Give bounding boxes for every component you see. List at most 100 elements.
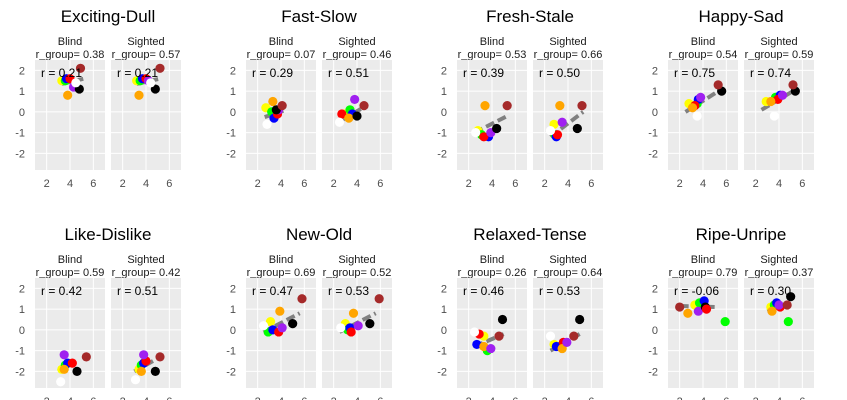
facet-label: Sighted	[338, 36, 375, 48]
data-point	[552, 130, 563, 140]
x-tick-label: 4	[67, 178, 73, 190]
data-point	[81, 352, 91, 362]
y-tick-label: 2	[19, 65, 25, 77]
y-tick-label: 0	[652, 325, 658, 337]
facet-r-group: r_group= 0.79	[669, 267, 738, 279]
data-point	[146, 78, 156, 88]
data-point	[713, 80, 723, 90]
facet-label: Sighted	[760, 36, 797, 48]
x-tick-label: 2	[542, 178, 548, 190]
data-point	[569, 331, 579, 341]
facet-label: Sighted	[549, 254, 586, 266]
y-tick-label: 1	[652, 86, 658, 98]
x-tick-label: 6	[377, 396, 383, 400]
data-point	[136, 366, 146, 376]
data-point	[344, 113, 354, 123]
x-tick-label: 4	[67, 396, 73, 400]
facet-label: Sighted	[338, 254, 375, 266]
y-tick-label: 1	[652, 304, 658, 316]
data-point	[350, 94, 360, 105]
data-point	[374, 294, 384, 304]
y-tick-label: -1	[15, 128, 25, 140]
data-point	[492, 123, 502, 134]
r-annotation: r = 0.47	[252, 284, 293, 298]
x-tick-label: 6	[90, 396, 96, 400]
y-tick-label: 1	[19, 86, 25, 98]
data-point	[486, 343, 496, 354]
data-point	[277, 101, 287, 111]
x-tick-label: 4	[700, 396, 706, 400]
x-tick-label: 4	[565, 178, 571, 190]
facet-label: Blind	[480, 36, 504, 48]
x-tick-label: 2	[120, 396, 126, 400]
data-point	[480, 101, 490, 111]
facet-label: Blind	[691, 36, 715, 48]
x-tick-label: 2	[44, 178, 50, 190]
x-tick-label: 6	[799, 178, 805, 190]
data-point	[692, 111, 702, 121]
data-point	[696, 92, 706, 102]
chart-title: Like-Dislike	[65, 225, 152, 244]
y-tick-label: 0	[19, 325, 25, 337]
data-point	[75, 63, 86, 73]
y-tick-label: -2	[648, 148, 658, 160]
data-point	[155, 63, 165, 73]
y-tick-label: -2	[15, 148, 25, 160]
facet-r-group: r_group= 0.26	[458, 267, 527, 279]
facet-r-group: r_group= 0.57	[112, 49, 181, 61]
x-tick-label: 2	[753, 396, 759, 400]
y-tick-label: 0	[230, 325, 236, 337]
facet-r-group: r_group= 0.38	[36, 49, 105, 61]
chart-title: Exciting-Dull	[61, 7, 155, 26]
y-tick-label: 2	[652, 283, 658, 295]
y-tick-label: -2	[15, 366, 25, 378]
facet-label: Blind	[691, 254, 715, 266]
y-tick-label: 2	[441, 65, 447, 77]
y-tick-label: -2	[437, 148, 447, 160]
y-tick-label: -1	[15, 346, 25, 358]
y-tick-label: 0	[441, 325, 447, 337]
chart-title: Happy-Sad	[698, 7, 783, 26]
x-tick-label: 4	[278, 178, 284, 190]
facet-r-group: r_group= 0.52	[323, 267, 392, 279]
y-tick-label: -1	[648, 346, 658, 358]
r-annotation: r = 0.46	[463, 284, 504, 298]
facet-label: Sighted	[127, 36, 164, 48]
data-point	[353, 321, 363, 331]
data-point	[555, 101, 565, 111]
facet-label: Blind	[58, 36, 82, 48]
data-point	[675, 302, 685, 312]
y-tick-label: 0	[19, 107, 25, 119]
data-point	[777, 90, 788, 100]
facet-r-group: r_group= 0.37	[745, 267, 814, 279]
x-tick-label: 2	[753, 178, 759, 190]
facet-label: Sighted	[760, 254, 797, 266]
x-tick-label: 4	[143, 396, 149, 400]
y-tick-label: -1	[226, 346, 236, 358]
data-point	[265, 316, 276, 327]
x-tick-label: 2	[44, 396, 50, 400]
x-tick-label: 2	[331, 178, 337, 190]
data-point	[767, 306, 777, 316]
data-point	[494, 331, 504, 341]
data-point	[67, 358, 77, 368]
facet-r-group: r_group= 0.54	[669, 49, 738, 61]
r-annotation: r = -0.06	[674, 284, 719, 298]
x-tick-label: 4	[489, 178, 495, 190]
facet-label: Blind	[58, 254, 82, 266]
r-annotation: r = 0.39	[463, 66, 504, 80]
data-point	[56, 377, 66, 387]
y-tick-label: -2	[226, 366, 236, 378]
r-annotation: r = 0.42	[41, 284, 82, 298]
facet-label: Blind	[269, 254, 293, 266]
data-point	[262, 119, 272, 129]
x-tick-label: 6	[301, 396, 307, 400]
